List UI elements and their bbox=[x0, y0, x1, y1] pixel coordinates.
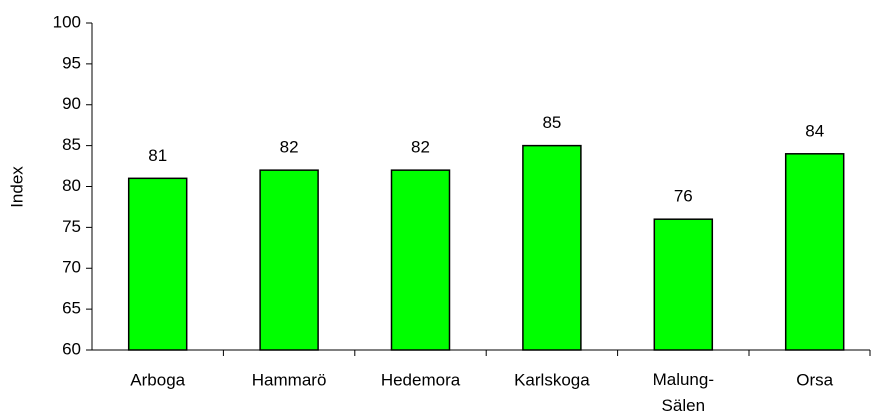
bar bbox=[522, 144, 582, 351]
y-tick-label: 85 bbox=[62, 135, 81, 154]
y-tick-label: 90 bbox=[62, 94, 81, 113]
x-tick-label: Hammarö bbox=[252, 370, 327, 389]
y-axis-label: Index bbox=[7, 166, 26, 208]
x-tick-label: Hedemora bbox=[381, 370, 461, 389]
bar bbox=[127, 177, 188, 351]
bar bbox=[259, 169, 319, 351]
y-tick-label: 75 bbox=[62, 217, 81, 236]
value-label: 84 bbox=[805, 121, 824, 140]
y-tick-label: 95 bbox=[62, 53, 81, 72]
value-label: 76 bbox=[674, 187, 693, 206]
y-tick-label: 60 bbox=[62, 339, 81, 358]
value-label: 82 bbox=[280, 138, 299, 157]
value-label: 85 bbox=[542, 113, 561, 132]
y-tick-label: 65 bbox=[62, 299, 81, 318]
value-label: 81 bbox=[148, 146, 167, 165]
x-tick-label: Malung-Sälen bbox=[653, 370, 714, 415]
x-tick-label: Orsa bbox=[796, 370, 833, 389]
bar bbox=[653, 218, 714, 351]
bar bbox=[390, 169, 451, 351]
bar bbox=[784, 153, 845, 351]
y-tick-label: 100 bbox=[53, 12, 81, 31]
x-tick-label: Karlskoga bbox=[514, 370, 590, 389]
value-label: 82 bbox=[411, 138, 430, 157]
x-tick-label: Arboga bbox=[130, 370, 185, 389]
y-tick-label: 70 bbox=[62, 258, 81, 277]
y-tick-label: 80 bbox=[62, 176, 81, 195]
